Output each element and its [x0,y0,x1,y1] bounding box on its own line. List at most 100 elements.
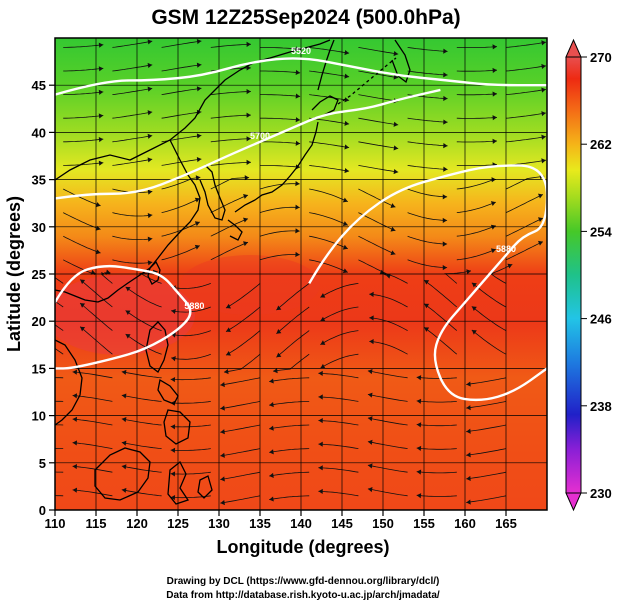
streamline [456,140,498,143]
streamline [112,88,153,95]
streamline [318,490,359,497]
streamline-arrow [220,429,225,435]
streamline [112,235,153,240]
streamline-arrow [195,175,201,181]
streamline-arrow [72,369,78,375]
streamline [505,175,545,190]
streamline-arrow [367,486,373,493]
contour-line [308,164,547,402]
streamline [161,87,202,95]
streamline-arrow [23,377,28,382]
streamline [466,448,507,456]
streamline [505,136,546,143]
streamline-arrow [246,65,251,71]
streamline-arrow [424,303,430,309]
streamline-arrow [442,265,448,271]
streamline [369,341,408,355]
streamline [63,44,104,48]
x-tick-label: 145 [331,516,353,531]
streamline [309,235,348,250]
streamline [456,93,498,96]
streamline-arrow [466,475,471,482]
streamline-arrow [424,280,430,285]
x-tick-label: 150 [372,516,394,531]
streamline-arrow [295,69,301,76]
streamline-arrow [27,333,32,338]
streamline [63,188,101,207]
streamline-arrow [98,66,104,72]
streamline-arrow [466,452,471,458]
streamline [220,424,261,433]
streamline [55,424,64,426]
streamline [55,324,64,331]
streamline [367,370,408,379]
streamline-arrow [342,221,348,226]
y-axis-title: Latitude (degrees) [4,196,24,352]
streamline-arrow [367,463,373,469]
x-tick-label: 155 [413,516,435,531]
streamline-arrow [243,194,248,199]
contour-label: 5700 [250,131,270,141]
streamline-arrow [295,181,300,187]
streamline-arrow [393,145,399,151]
y-tick-label: 35 [32,173,46,188]
colorbar-bottom-triangle [565,492,582,512]
x-tick-label: 120 [126,516,148,531]
streamline-arrow [443,143,448,149]
streamline-arrow [344,73,350,79]
x-tick-label: 110 [45,516,66,531]
streamline-arrow [492,115,497,121]
coast-taiwan [147,260,161,285]
streamline-arrow [416,375,422,381]
streamline [407,188,448,198]
streamline-arrow [318,441,323,447]
streamline-arrow [507,263,513,269]
streamline-arrow [194,197,200,203]
streamline-arrow [243,217,248,223]
colorbar-tick-label: 238 [590,399,612,414]
streamline [407,212,448,221]
streamline-arrow [276,329,282,334]
streamline [170,495,211,499]
streamline-arrow [147,260,153,266]
coast-korea [199,164,226,221]
streamline [444,270,472,284]
streamline [505,194,544,213]
streamline [407,165,448,170]
streamline [456,248,496,261]
colorbar-top-triangle [565,38,582,58]
contour-label: 5520 [291,46,311,56]
streamline-arrow [121,369,127,375]
streamline [358,165,399,173]
streamline-arrow [466,428,471,434]
streamline-arrow [147,110,153,116]
streamline [269,448,310,453]
streamline [55,277,64,284]
streamline-arrow [369,338,374,345]
streamline-arrow [393,50,399,57]
streamline [72,442,113,449]
coast-asia-mainland [55,39,331,181]
streamline-arrow [466,381,471,387]
streamline-arrow [80,326,86,332]
streamline [259,230,300,237]
streamline [121,371,162,379]
streamline [220,471,261,480]
streamline-arrow [121,417,127,423]
streamline [466,401,507,409]
streamline-arrow [246,88,251,95]
y-tick-label: 10 [32,409,46,424]
streamline [416,471,457,474]
streamline [63,67,104,72]
streamline [309,259,348,273]
streamline [318,467,359,473]
streamline-arrow [490,224,496,230]
streamline [161,176,201,190]
streamline [309,94,350,101]
colorbar-tick-label: 230 [590,486,612,501]
streamline [63,138,104,143]
streamline-arrow [416,422,422,428]
streamline [369,317,408,331]
streamline-arrow [98,113,104,119]
streamline [55,471,64,473]
